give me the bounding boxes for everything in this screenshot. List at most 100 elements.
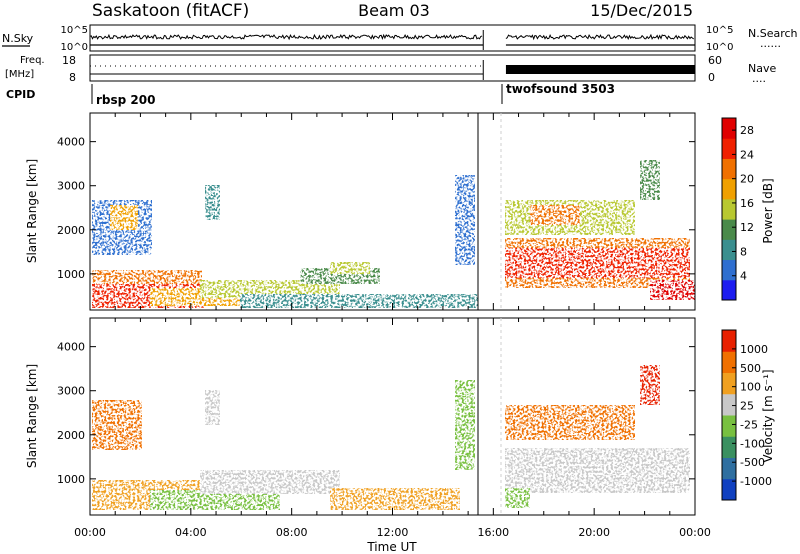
colorbar-segment (722, 279, 736, 301)
time-axis-title: Time UT (366, 540, 417, 554)
x-tick-label: 16:00 (477, 526, 509, 539)
colorbar-tick-label: 25 (740, 400, 754, 413)
colorbar-frame (721, 117, 737, 301)
nsky-trace-line (505, 33, 694, 41)
colorbar-tick-label: 500 (740, 362, 761, 375)
power-echo-low-band (240, 294, 480, 308)
y-tick-label: 3000 (57, 180, 85, 193)
colorbar-tick-label: 20 (740, 173, 754, 186)
y-tick-label: 2000 (57, 429, 85, 442)
velocity-x-ticks (89, 318, 696, 515)
velocity-echo-far-early (92, 400, 142, 450)
colorbar-tick-label: -500 (740, 456, 765, 469)
power-echo-band-4 (330, 262, 370, 274)
power-ylabel: Slant Range [km] (25, 159, 39, 263)
colorbar-segment (722, 178, 736, 200)
colorbar-segment (722, 372, 736, 395)
colorbar-segment (722, 158, 736, 180)
colorbar-tick-label: 100 (740, 381, 761, 394)
colorbar-tick-label: -1000 (740, 475, 772, 488)
colorbar-tick-label: -25 (740, 418, 758, 431)
colorbar-segment (722, 478, 736, 501)
power-panel: Slant Range [km] 1000 2000 3000 4000 4 8 12 16… (25, 112, 775, 311)
cpid-segment-2: twofsound 3503 (506, 82, 615, 96)
velocity-data-gap (478, 319, 501, 514)
y-tick-label: 1000 (57, 268, 85, 281)
x-tick-label: 08:00 (276, 526, 308, 539)
nsky-label: N.Sky (2, 32, 34, 45)
colorbar-tick-label: 8 (740, 245, 747, 258)
cpid-segment-1: rbsp 200 (96, 93, 155, 107)
velocity-colorbar: 1000 500 100 25 -25 -100 -500 -1000 (721, 329, 772, 501)
freq-tick-bottom: 8 (69, 71, 76, 84)
power-echo-e-region (200, 280, 340, 298)
velocity-heatmap (92, 365, 690, 510)
colorbar-frame (721, 329, 737, 501)
colorbar-segment (722, 436, 736, 458)
nsky-trace (89, 30, 696, 50)
nave-label: Nave (748, 62, 776, 75)
y-tick-label: 3000 (57, 385, 85, 398)
y-tick-label: 2000 (57, 224, 85, 237)
nave-tick-top: 60 (708, 54, 722, 67)
colorbar-segment (722, 219, 736, 240)
colorbar-tick-label: -100 (740, 437, 765, 450)
colorbar-segment (722, 457, 736, 480)
velocity-echo-late-upper (505, 405, 635, 440)
power-x-ticks (89, 113, 696, 310)
colorbar-tick-label: 24 (740, 148, 754, 161)
velocity-ylabel: Slant Range [km] (25, 364, 39, 468)
power-colorbar-label: Power [dB] (761, 178, 775, 243)
freq-label-1: Freq. (20, 55, 45, 66)
time-axis-labels: 00:00 04:00 08:00 12:00 16:00 20:00 00:00 (74, 526, 711, 539)
velocity-echo-late-main (505, 448, 690, 493)
y-tick-label: 1000 (57, 473, 85, 486)
cpid-label: CPID (6, 88, 35, 101)
power-y-ticks: 1000 2000 3000 4000 (57, 136, 695, 281)
power-echo-late-edge (650, 280, 695, 300)
velocity-echo-gap-edge (455, 380, 475, 470)
freq-trace (90, 60, 695, 80)
colorbar-tick-label: 12 (740, 221, 754, 234)
colorbar-segment (722, 415, 736, 437)
y-tick-label: 4000 (57, 136, 85, 149)
velocity-echo-e-region (200, 470, 340, 494)
count-tick-right-top: 10^5 (706, 25, 733, 36)
power-echo-late-core (505, 248, 690, 278)
x-tick-label: 20:00 (578, 526, 610, 539)
beam-title: Beam 03 (358, 1, 430, 20)
velocity-echo-late-green (505, 488, 530, 508)
colorbar-segment (722, 351, 736, 373)
y-tick-label: 4000 (57, 341, 85, 354)
x-tick-label: 00:00 (679, 526, 711, 539)
freq-panel: Freq. [MHz] 18 8 60 0 Nave .... (5, 54, 776, 85)
colorbar-segment (722, 118, 736, 139)
freq-tick-top: 18 (62, 54, 76, 67)
colorbar-tick-label: 1000 (740, 343, 768, 356)
freq-label-2: [MHz] (5, 69, 34, 80)
power-echo-near-early-edge (92, 270, 202, 284)
x-tick-label: 00:00 (74, 526, 106, 539)
velocity-panel: Slant Range [km] 1000 2000 3000 4000 1000 50… (25, 317, 775, 516)
freq-block-late (505, 65, 695, 74)
colorbar-segment (722, 393, 736, 416)
power-heatmap (92, 160, 695, 308)
count-tick-left-bottom: 10^0 (61, 42, 88, 53)
nave-tick-bottom: 0 (708, 71, 715, 84)
colorbar-segment (722, 330, 736, 352)
count-panel: N.Sky 10^5 10^0 10^5 10^0 N.Search .....… (2, 24, 798, 53)
colorbar-segment (722, 259, 736, 281)
velocity-echo-low-band (330, 488, 460, 510)
velocity-y-ticks: 1000 2000 3000 4000 (57, 341, 695, 486)
colorbar-tick-label: 28 (740, 124, 754, 137)
velocity-colorbar-label: Velocity [m s⁻¹] (761, 369, 775, 462)
power-echo-late-far (640, 160, 660, 200)
nsky-trace-line (89, 33, 483, 41)
nsearch-legend-dots: ...... (760, 37, 781, 50)
count-tick-right-bottom: 10^0 (706, 42, 733, 53)
date-title: 15/Dec/2015 (590, 1, 693, 20)
x-tick-label: 12:00 (377, 526, 409, 539)
power-echo-upper-patch (205, 185, 220, 220)
station-title: Saskatoon (fitACF) (92, 1, 249, 21)
